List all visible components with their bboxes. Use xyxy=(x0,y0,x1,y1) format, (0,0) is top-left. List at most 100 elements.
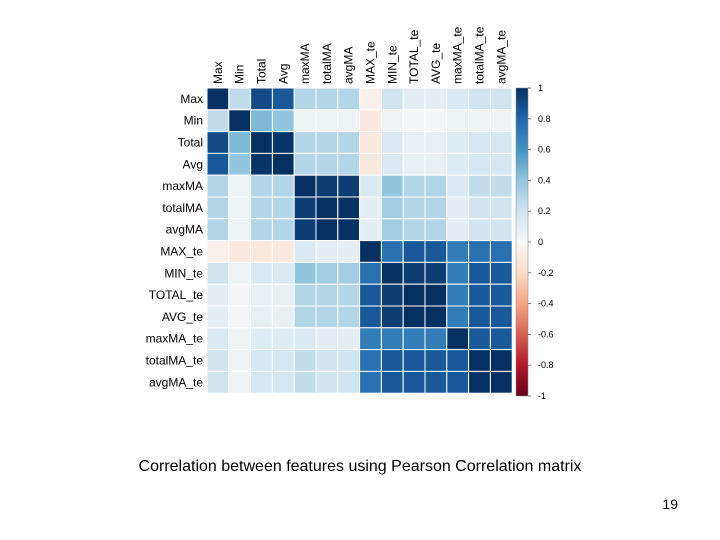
heatmap-cell xyxy=(293,152,317,176)
heatmap-cell xyxy=(271,152,295,176)
heatmap-cell xyxy=(468,131,491,154)
heatmap-cell xyxy=(424,152,448,176)
heatmap-cell xyxy=(424,327,448,351)
colorbar-tick-label: -0.4 xyxy=(538,299,554,309)
heatmap-cell xyxy=(315,327,339,351)
heatmap-cell xyxy=(489,370,513,394)
heatmap-cell xyxy=(315,109,339,133)
row-label: totalMA xyxy=(162,201,203,215)
heatmap-cell xyxy=(359,152,382,176)
heatmap-cell xyxy=(228,305,252,329)
heatmap-cell xyxy=(315,152,339,176)
heatmap-cell xyxy=(468,240,491,263)
heatmap-cell xyxy=(402,218,426,242)
heatmap-cell xyxy=(468,327,491,351)
heatmap-cell xyxy=(337,218,361,242)
heatmap-cell xyxy=(468,261,491,285)
heatmap-cell xyxy=(359,283,382,307)
heatmap-cell xyxy=(250,196,273,220)
column-label: Max xyxy=(211,61,225,84)
heatmap-cell xyxy=(293,240,317,263)
heatmap-cell xyxy=(489,240,513,263)
colorbar-tick-label: -0.6 xyxy=(538,329,554,339)
heatmap-cell xyxy=(424,283,448,307)
heatmap-cell xyxy=(424,131,448,154)
column-label: Avg xyxy=(276,64,290,84)
slide-caption: Correlation between features using Pears… xyxy=(138,458,582,475)
column-label: totalMA_te xyxy=(473,26,487,84)
heatmap-cell xyxy=(359,131,382,154)
heatmap-cell xyxy=(446,349,470,372)
heatmap-cell xyxy=(489,327,513,351)
heatmap-cell xyxy=(250,370,273,394)
heatmap-cell xyxy=(206,261,230,285)
heatmap-cell xyxy=(424,109,448,133)
row-label: Max xyxy=(180,92,203,106)
heatmap-cell xyxy=(380,327,404,351)
heatmap-cell xyxy=(359,218,382,242)
heatmap-cell xyxy=(359,109,382,133)
colorbar-tick-label: -0.8 xyxy=(538,360,554,370)
heatmap-cell xyxy=(380,370,404,394)
column-label: MAX_te xyxy=(364,41,378,84)
heatmap-cell xyxy=(206,131,230,154)
heatmap-cell xyxy=(315,174,339,198)
heatmap-cell xyxy=(446,87,470,111)
heatmap-cell xyxy=(271,283,295,307)
heatmap-cell xyxy=(380,152,404,176)
heatmap-cell xyxy=(337,261,361,285)
heatmap-cell xyxy=(402,109,426,133)
heatmap-cell xyxy=(402,196,426,220)
heatmap-cell xyxy=(228,261,252,285)
heatmap-cell xyxy=(250,327,273,351)
heatmap-cell xyxy=(359,305,382,329)
heatmap-cell xyxy=(271,370,295,394)
heatmap-cell xyxy=(402,152,426,176)
heatmap-cell xyxy=(380,349,404,372)
heatmap-cell xyxy=(446,370,470,394)
heatmap-cell xyxy=(446,305,470,329)
heatmap-cell xyxy=(206,327,230,351)
heatmap-cell xyxy=(250,87,273,111)
heatmap-cell xyxy=(446,109,470,133)
column-label: MIN_te xyxy=(385,45,399,84)
column-label: avgMA xyxy=(342,47,356,84)
heatmap-cell xyxy=(380,174,404,198)
colorbar-tick-label: 0.2 xyxy=(538,206,551,216)
row-label: MIN_te xyxy=(164,266,203,280)
heatmap-cell xyxy=(380,305,404,329)
heatmap-cell xyxy=(271,305,295,329)
heatmap-cell xyxy=(293,131,317,154)
heatmap-cell xyxy=(446,196,470,220)
heatmap-cell xyxy=(206,196,230,220)
row-label: maxMA xyxy=(162,179,203,193)
heatmap-cell xyxy=(446,261,470,285)
heatmap-cell xyxy=(228,240,252,263)
heatmap-cell xyxy=(468,370,491,394)
heatmap-cell xyxy=(446,152,470,176)
heatmap-cell xyxy=(489,196,513,220)
heatmap-cell xyxy=(206,370,230,394)
heatmap-cell xyxy=(402,305,426,329)
heatmap-cell xyxy=(228,131,252,154)
heatmap-cell xyxy=(250,174,273,198)
column-label: maxMA xyxy=(298,43,312,84)
heatmap-cell xyxy=(293,196,317,220)
heatmap-cell xyxy=(250,283,273,307)
heatmap-cell xyxy=(250,261,273,285)
row-label: Total xyxy=(178,136,203,150)
heatmap-cell xyxy=(293,87,317,111)
heatmap-cell xyxy=(206,305,230,329)
heatmap-cell xyxy=(228,152,252,176)
heatmap-cell xyxy=(228,218,252,242)
heatmap-cell xyxy=(293,218,317,242)
heatmap-cell xyxy=(359,349,382,372)
heatmap-cell xyxy=(250,131,273,154)
column-label: Total xyxy=(255,59,269,84)
heatmap-cell xyxy=(206,87,230,111)
heatmap-cell xyxy=(271,87,295,111)
colorbar-tick-label: 1 xyxy=(538,83,543,93)
heatmap-cell xyxy=(315,131,339,154)
heatmap-cell xyxy=(489,305,513,329)
heatmap-cell xyxy=(446,218,470,242)
